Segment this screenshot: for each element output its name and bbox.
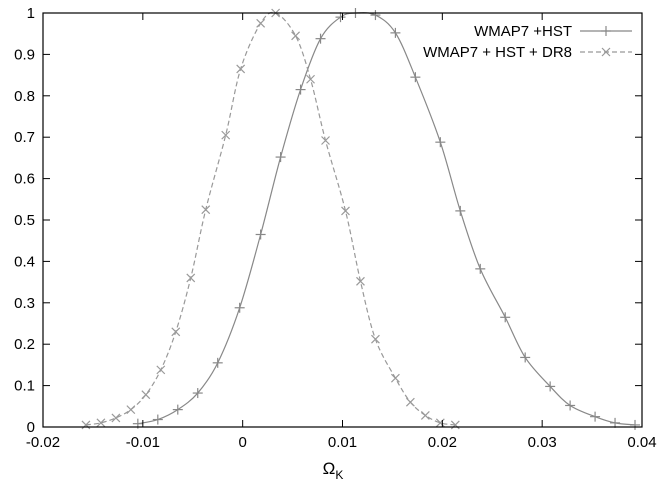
y-tick-label: 0.2 <box>14 336 35 353</box>
y-tick-label: 0.5 <box>14 212 35 229</box>
data-point <box>610 417 621 428</box>
data-point <box>291 31 301 41</box>
data-point <box>371 334 380 344</box>
data-point <box>192 388 203 399</box>
series-line <box>85 11 456 426</box>
data-point <box>520 352 531 363</box>
data-point <box>321 136 330 145</box>
legend-marker <box>601 47 611 57</box>
x-tick-label: -0.01 <box>126 434 160 451</box>
x-tick-label: 0.01 <box>328 434 357 451</box>
x-axis-label-subscript: K <box>335 468 343 482</box>
data-point <box>475 263 486 274</box>
data-point <box>335 12 346 23</box>
data-point <box>156 365 166 375</box>
data-point <box>201 205 211 215</box>
data-point <box>565 400 576 411</box>
data-point <box>390 373 400 383</box>
x-tick-label: 0.03 <box>528 434 557 451</box>
data-point <box>630 419 641 430</box>
data-point <box>275 152 286 163</box>
data-point <box>410 72 421 83</box>
tick-labels: -0.02 -0.01 0 0.01 0.02 0.03 0.04 0 0.1 0.2 0.3 0.4… <box>14 5 656 451</box>
legend: WMAP7 +HST WMAP7 + HST + DR8 <box>423 23 632 61</box>
data-point <box>455 205 466 216</box>
data-point <box>234 302 245 313</box>
y-tick-label: 0.7 <box>14 129 35 146</box>
data-point <box>295 84 306 95</box>
data-point <box>236 64 246 74</box>
data-point <box>370 10 381 21</box>
data-point <box>315 33 326 44</box>
data-point <box>306 74 315 84</box>
x-tick-label: -0.02 <box>26 434 60 451</box>
data-point <box>141 390 151 400</box>
y-tick-label: 0.6 <box>14 171 35 188</box>
series-1 <box>132 8 641 430</box>
data-point <box>186 273 196 283</box>
y-tick-label: 1 <box>27 5 35 22</box>
data-point <box>341 206 350 216</box>
legend-marker <box>601 26 611 36</box>
data-point <box>96 418 106 428</box>
y-tick-label: 0.1 <box>14 378 35 395</box>
data-point <box>152 414 163 425</box>
y-tick-label: 0.9 <box>14 46 35 63</box>
data-point <box>545 381 556 392</box>
data-point <box>590 411 601 422</box>
x-tick-label: 0.02 <box>428 434 457 451</box>
data-point <box>256 18 266 28</box>
data-point <box>126 405 136 415</box>
legend-label: WMAP7 + HST + DR8 <box>423 44 572 61</box>
curves <box>81 8 641 430</box>
x-tick-label: 0.04 <box>627 434 656 451</box>
y-tick-label: 0.4 <box>14 253 35 270</box>
y-tick-label: 0.8 <box>14 88 35 105</box>
y-tick-label: 0.3 <box>14 295 35 312</box>
data-point <box>420 410 430 420</box>
data-point <box>255 229 266 240</box>
x-axis-label-symbol: Ω <box>323 459 336 478</box>
data-point <box>405 397 415 407</box>
data-point <box>171 327 181 337</box>
data-point <box>390 27 401 38</box>
y-tick-label: 0 <box>27 419 35 436</box>
plot-frame <box>42 12 643 428</box>
data-point <box>356 276 365 286</box>
data-point <box>435 418 445 428</box>
data-point <box>435 137 446 148</box>
data-point <box>212 357 223 368</box>
data-point <box>172 404 183 415</box>
tick-marks <box>42 12 643 428</box>
data-point <box>500 312 511 323</box>
x-axis-label: ΩK <box>323 459 344 482</box>
x-tick-label: 0 <box>238 434 246 451</box>
series-2 <box>81 8 460 430</box>
data-point <box>221 130 231 140</box>
data-point <box>111 413 121 423</box>
legend-label: WMAP7 +HST <box>474 23 572 40</box>
